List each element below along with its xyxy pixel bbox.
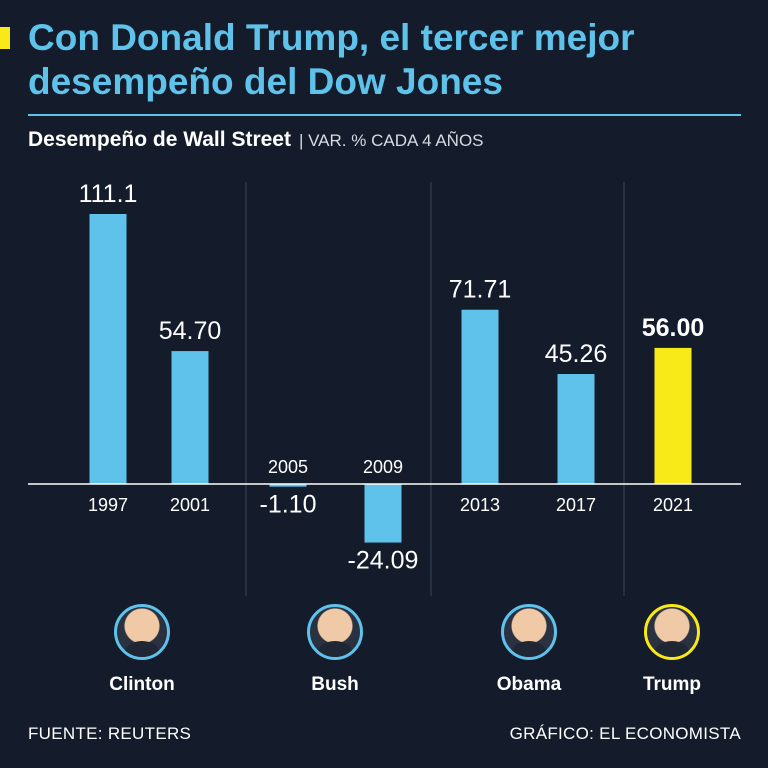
- president-name-obama: Obama: [496, 674, 562, 695]
- bar-2005: [269, 484, 307, 487]
- president-name-trump: Trump: [642, 674, 702, 695]
- bar-2013: [461, 309, 499, 484]
- president-trump: Trump: [612, 604, 732, 696]
- title-divider: [28, 114, 741, 116]
- value-label-1997: 111.1: [79, 180, 138, 208]
- title-accent-bar: [0, 27, 10, 49]
- bar-1997: [89, 214, 127, 484]
- chart-subtitle: Desempeño de Wall Street | VAR. % CADA 4 …: [28, 128, 484, 152]
- chart-title: Con Donald Trump, el tercer mejor desemp…: [28, 17, 635, 102]
- subtitle-unit: | VAR. % CADA 4 AÑOS: [298, 131, 484, 150]
- bar-2017: [557, 374, 595, 484]
- president-obama: Obama: [469, 604, 589, 696]
- category-label-2009: 2009: [363, 457, 403, 477]
- bar-2001: [171, 351, 209, 484]
- president-bush: Bush: [275, 604, 395, 696]
- obama-portrait-icon: [501, 604, 557, 660]
- value-label-2001: 54.70: [159, 317, 222, 345]
- category-label-1997: 1997: [88, 495, 128, 515]
- value-label-2009: -24.09: [348, 547, 419, 575]
- clinton-portrait-icon: [114, 604, 170, 660]
- category-label-2021: 2021: [653, 495, 693, 515]
- value-label-2005: -1.10: [260, 491, 317, 519]
- category-label-2001: 2001: [170, 495, 210, 515]
- value-label-2021: 56.00: [642, 314, 705, 342]
- credit-note: GRÁFICO: EL ECONOMISTA: [509, 724, 741, 743]
- bush-portrait-icon: [307, 604, 363, 660]
- category-label-2005: 2005: [268, 457, 308, 477]
- subtitle-main: Desempeño de Wall Street: [28, 128, 291, 151]
- president-name-clinton: Clinton: [109, 674, 175, 695]
- category-label-2013: 2013: [460, 495, 500, 515]
- category-label-2017: 2017: [556, 495, 596, 515]
- president-clinton: Clinton: [82, 604, 202, 696]
- bar-2009: [364, 484, 402, 543]
- bar-2021: [654, 347, 692, 484]
- value-label-2017: 45.26: [545, 340, 608, 368]
- president-name-bush: Bush: [311, 674, 359, 695]
- trump-portrait-icon: [644, 604, 700, 660]
- source-note: FUENTE: REUTERS: [28, 724, 192, 743]
- value-label-2013: 71.71: [449, 276, 512, 304]
